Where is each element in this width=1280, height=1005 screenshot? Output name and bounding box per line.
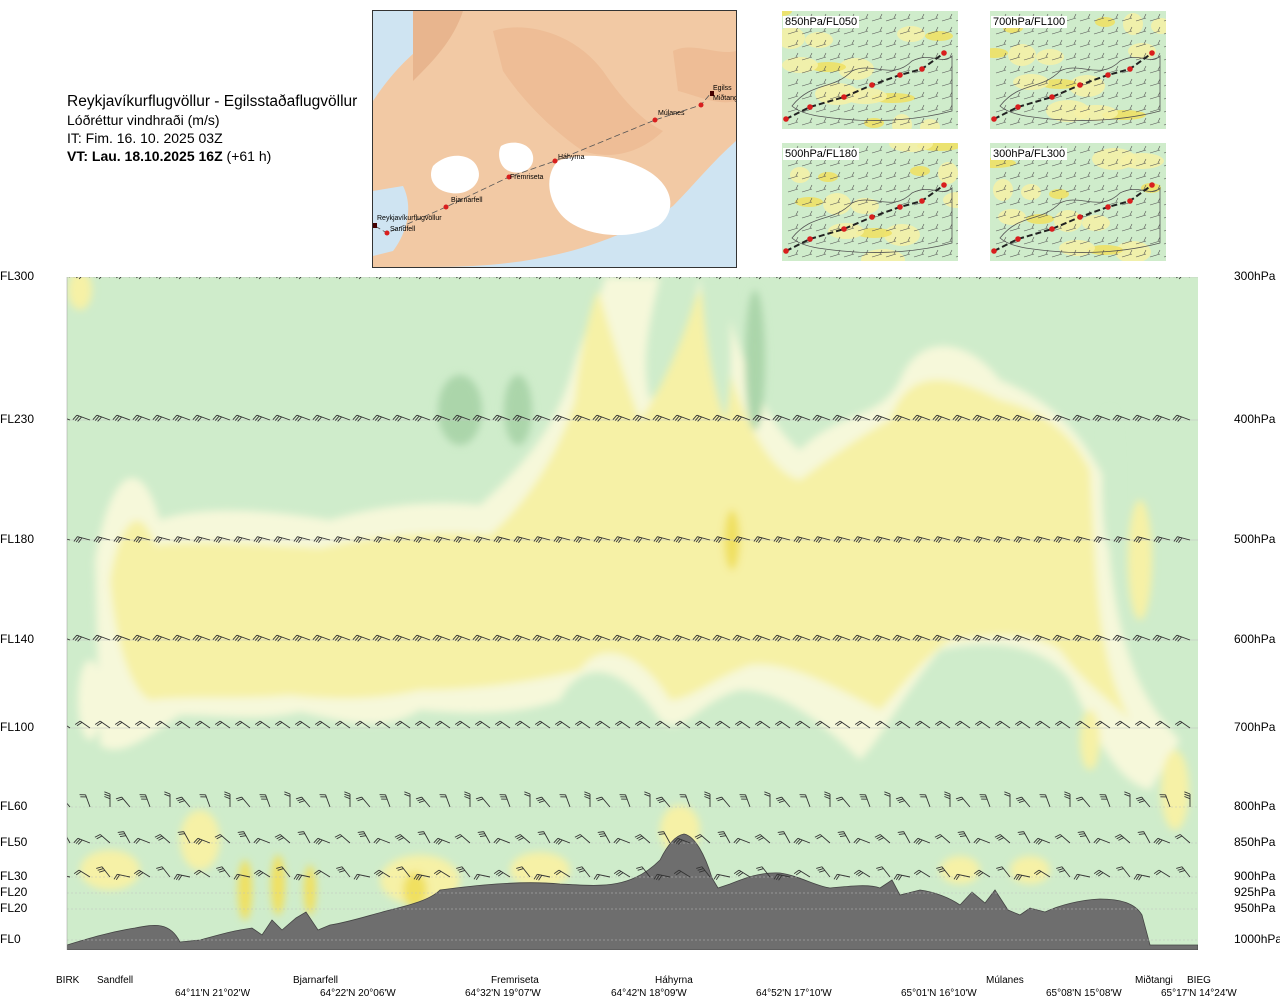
level-pressure-label: 850hPa: [1234, 835, 1275, 849]
waypoint-label: Sandfell: [97, 975, 133, 986]
wind-barb: [35, 721, 50, 728]
inset-300hpa-label: 300hPa/FL300: [991, 148, 1067, 160]
level-pressure-label: 900hPa: [1234, 869, 1275, 883]
waypoint-label: Múlanes: [986, 975, 1024, 986]
wind-barb: [33, 415, 50, 421]
velocity-field: [31, 270, 1198, 950]
level-fl-label: FL140: [0, 632, 34, 646]
level-fl-label: FL20: [0, 885, 27, 899]
level-fl-label: FL100: [0, 720, 34, 734]
level-pressure-label: 1000hPa: [1234, 932, 1280, 946]
coordinate-label: 64°42'N 18°09'W: [611, 988, 687, 999]
level-pressure-label: 500hPa: [1234, 532, 1275, 546]
coordinate-label: 64°32'N 19°07'W: [465, 988, 541, 999]
level-fl-label: FL60: [0, 799, 27, 813]
level-fl-label: FL300: [0, 269, 34, 283]
level-pressure-label: 600hPa: [1234, 632, 1275, 646]
level-fl-label: FL180: [0, 532, 34, 546]
waypoint-label: BIRK: [56, 975, 79, 986]
inset-700hpa-label: 700hPa/FL100: [991, 16, 1067, 28]
level-pressure-label: 300hPa: [1234, 269, 1275, 283]
level-fl-label: FL30: [0, 869, 27, 883]
coordinate-label: 64°11'N 21°02'W: [175, 988, 250, 999]
level-fl-label: FL0: [0, 932, 21, 946]
level-fl-label: FL20: [0, 901, 27, 915]
inset-850hpa-label: 850hPa/FL050: [783, 16, 859, 28]
wind-barb: [33, 635, 50, 641]
coordinate-label: 65°08'N 15°08'W: [1046, 988, 1122, 999]
wind-barb: [34, 537, 50, 543]
coordinate-label: 64°22'N 20°06'W: [320, 988, 396, 999]
coordinate-label: 65°17'N 14°24'W: [1161, 988, 1237, 999]
coordinate-label: 64°52'N 17°10'W: [756, 988, 832, 999]
level-pressure-label: 700hPa: [1234, 720, 1275, 734]
waypoint-label: Miðtangi: [1135, 975, 1173, 986]
level-pressure-label: 950hPa: [1234, 901, 1275, 915]
waypoint-label: Bjarnarfell: [293, 975, 338, 986]
level-pressure-label: 400hPa: [1234, 412, 1275, 426]
level-pressure-label: 925hPa: [1234, 885, 1275, 899]
coordinate-label: 65°01'N 16°10'W: [901, 988, 977, 999]
waypoint-label: Fremriseta: [491, 975, 539, 986]
waypoint-label: Háhyrna: [655, 975, 693, 986]
inset-500hpa-label: 500hPa/FL180: [783, 148, 859, 160]
level-fl-label: FL50: [0, 835, 27, 849]
waypoint-label: BIEG: [1187, 975, 1211, 986]
level-fl-label: FL230: [0, 412, 34, 426]
level-pressure-label: 800hPa: [1234, 799, 1275, 813]
